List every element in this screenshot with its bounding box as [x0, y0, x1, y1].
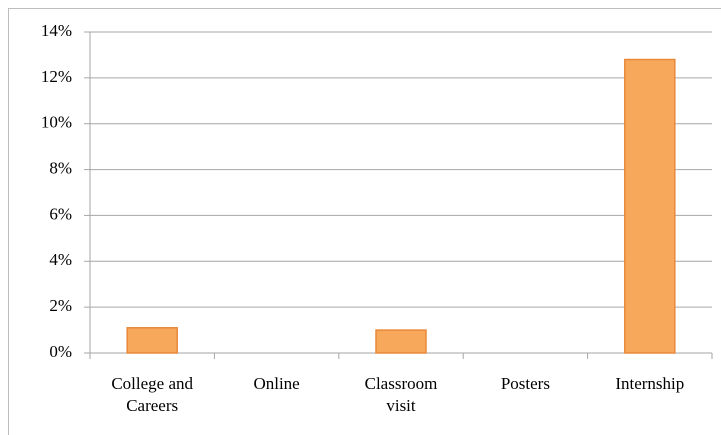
y-tick-label: 12%	[41, 67, 72, 86]
x-tick-label: Classroom visit	[364, 374, 438, 415]
x-tick-label: Posters	[500, 374, 550, 393]
x-tick-label: College and Careers	[111, 374, 194, 415]
y-tick-label: 4%	[49, 250, 72, 269]
y-tick-label: 6%	[49, 204, 72, 223]
x-tick-label: Online	[253, 374, 300, 393]
bar	[624, 58, 676, 354]
y-tick-label: 0%	[49, 342, 72, 361]
x-tick-label: Internship	[615, 374, 685, 393]
y-tick-label: 10%	[41, 113, 72, 132]
y-tick-label: 8%	[49, 158, 72, 177]
y-tick-label: 14%	[41, 21, 72, 40]
bar	[126, 327, 178, 354]
chart-frame	[8, 8, 721, 435]
y-tick-label: 2%	[49, 296, 72, 315]
bar	[375, 329, 427, 354]
